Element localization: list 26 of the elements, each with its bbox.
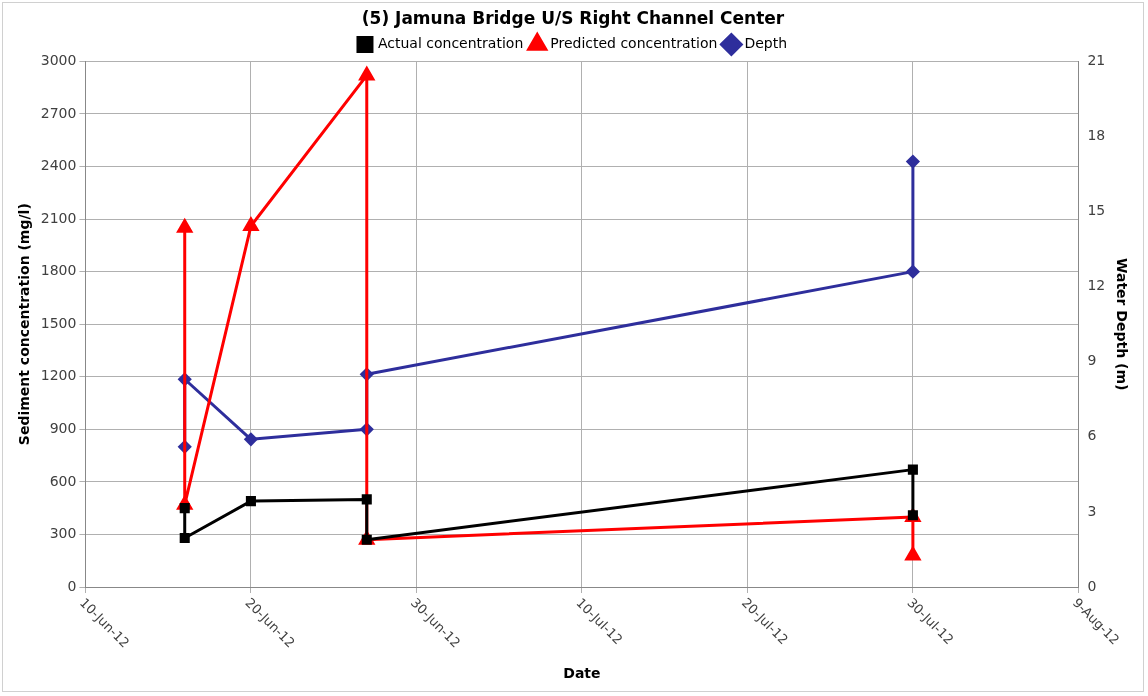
y2-tick-label: 3 bbox=[1087, 502, 1097, 519]
y2-tick-label: 6 bbox=[1087, 427, 1097, 444]
y2-tick-label: 9 bbox=[1087, 352, 1097, 369]
y2-axis-title: Water Depth (m) bbox=[1113, 257, 1130, 391]
y2-tick-label: 12 bbox=[1087, 277, 1106, 294]
x-axis-title: Date bbox=[563, 665, 601, 682]
y-tick-label: 2400 bbox=[40, 157, 77, 174]
legend-label: Depth bbox=[744, 35, 788, 52]
y-tick-label: 1500 bbox=[40, 314, 77, 331]
y-tick-label: 900 bbox=[49, 419, 77, 436]
y2-tick-label: 18 bbox=[1087, 127, 1106, 144]
y-tick-label: 600 bbox=[49, 472, 77, 489]
y-axis-title: Sediment concentration (mg/l) bbox=[16, 203, 33, 446]
legend-label: Actual concentration bbox=[377, 35, 524, 52]
y-tick-label: 2100 bbox=[40, 209, 77, 226]
y2-tick-label: 15 bbox=[1087, 202, 1106, 219]
y-tick-label: 1200 bbox=[40, 367, 77, 384]
y-tick-label: 2700 bbox=[40, 104, 77, 121]
y-tick-label: 3000 bbox=[40, 52, 77, 69]
legend-label: Predicted concentration bbox=[550, 35, 718, 52]
y-tick-label: 1800 bbox=[40, 262, 77, 279]
y-tick-label: 0 bbox=[67, 577, 77, 594]
y2-tick-label: 21 bbox=[1087, 52, 1106, 69]
chart-title: (5) Jamuna Bridge U/S Right Channel Center bbox=[361, 7, 785, 28]
y-tick-label: 300 bbox=[49, 525, 77, 542]
y2-tick-label: 0 bbox=[1087, 577, 1097, 594]
